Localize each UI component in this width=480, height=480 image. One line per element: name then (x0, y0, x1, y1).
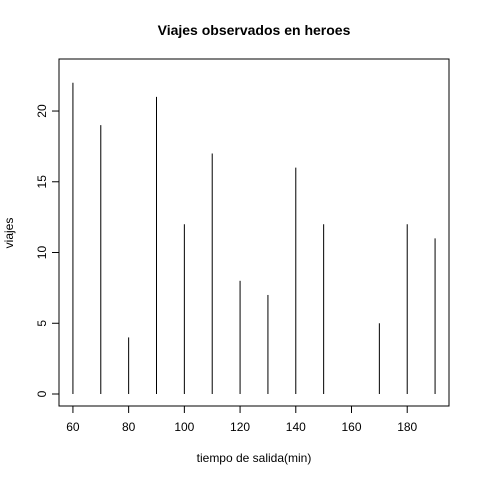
x-tick-label-80: 80 (122, 420, 136, 434)
y-tick-label-5: 5 (35, 320, 49, 327)
y-tick-label-15: 15 (35, 175, 49, 189)
x-axis: 60 80 100 120 140 160 180 (66, 406, 417, 434)
y-axis-label: viajes (2, 218, 16, 249)
x-tick-label-60: 60 (66, 420, 80, 434)
y-tick-label-10: 10 (35, 246, 49, 260)
x-tick-label-140: 140 (286, 420, 306, 434)
bars-group (73, 83, 435, 394)
x-tick-label-120: 120 (230, 420, 250, 434)
y-axis: 0 5 10 15 20 (35, 104, 59, 397)
chart-title: Viajes observados en heroes (158, 22, 351, 38)
x-tick-label-100: 100 (174, 420, 194, 434)
y-tick-label-20: 20 (35, 104, 49, 118)
y-tick-label-0: 0 (35, 390, 49, 397)
x-tick-label-160: 160 (341, 420, 361, 434)
x-tick-label-180: 180 (397, 420, 417, 434)
x-axis-label: tiempo de salida(min) (197, 451, 312, 465)
plot-frame (59, 59, 449, 406)
